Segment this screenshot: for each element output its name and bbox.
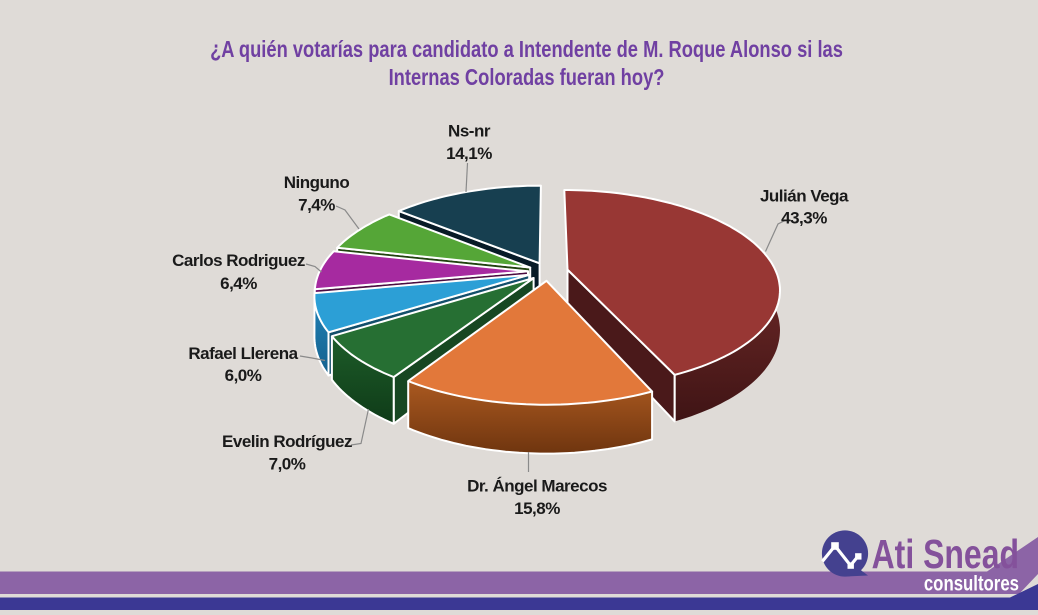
svg-text:Ninguno: Ninguno xyxy=(284,173,350,192)
svg-text:6,0%: 6,0% xyxy=(225,366,262,385)
svg-text:Dr. Ángel Marecos: Dr. Ángel Marecos xyxy=(467,477,607,496)
svg-text:7,4%: 7,4% xyxy=(298,196,335,215)
svg-text:Carlos Rodriguez: Carlos Rodriguez xyxy=(172,251,305,270)
svg-text:Julián Vega: Julián Vega xyxy=(760,187,849,206)
svg-text:consultores: consultores xyxy=(924,573,1019,596)
svg-text:Ati Snead: Ati Snead xyxy=(872,531,1019,577)
svg-text:¿A quién votarías para candida: ¿A quién votarías para candidato a Inten… xyxy=(210,37,843,63)
svg-text:6,4%: 6,4% xyxy=(220,274,257,293)
svg-text:Internas Coloradas fueran hoy?: Internas Coloradas fueran hoy? xyxy=(389,65,665,91)
svg-text:Ns-nr: Ns-nr xyxy=(448,122,491,141)
svg-text:7,0%: 7,0% xyxy=(269,455,306,474)
svg-text:15,8%: 15,8% xyxy=(514,499,560,518)
svg-text:Rafael Llerena: Rafael Llerena xyxy=(188,344,298,363)
svg-text:43,3%: 43,3% xyxy=(781,209,827,228)
svg-text:14,1%: 14,1% xyxy=(446,144,492,163)
svg-text:Evelin Rodríguez: Evelin Rodríguez xyxy=(222,432,352,451)
